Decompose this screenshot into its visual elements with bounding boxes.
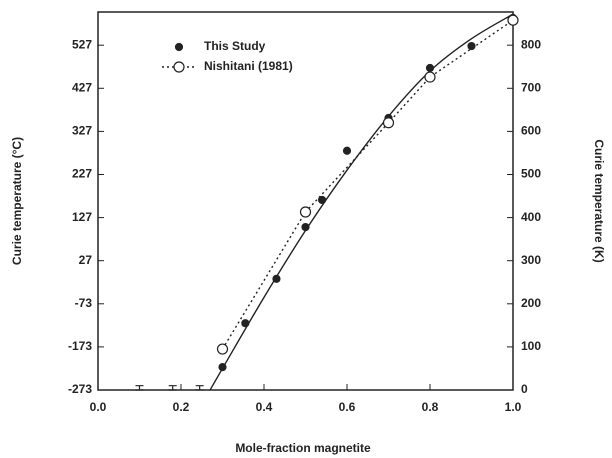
legend-label: This Study (204, 39, 266, 53)
error-bar (135, 385, 144, 391)
error-bar (168, 385, 177, 391)
point (318, 195, 327, 205)
y-tick-label: -73 (75, 296, 93, 310)
y-tick-label: 327 (72, 124, 92, 138)
x-axis-label: Mole-fraction magnetite (235, 441, 371, 455)
point (218, 363, 227, 372)
point (342, 146, 352, 155)
y2-tick-label: 400 (521, 210, 541, 224)
point (301, 222, 310, 232)
point (272, 274, 281, 283)
point (425, 63, 435, 73)
y-axis-label: Curie temperature (°C) (10, 137, 24, 265)
y-tick-label: -273 (68, 382, 92, 396)
fit-curve (209, 13, 514, 391)
legend-marker (174, 42, 184, 52)
y2-tick-label: 0 (521, 382, 528, 396)
y2-axis-label: Curie temperature (K) (592, 139, 606, 262)
x-tick-label: 0.4 (256, 400, 273, 414)
y2-tick-label: 300 (521, 253, 541, 267)
legend-marker (173, 61, 185, 73)
point (507, 14, 519, 26)
point (299, 206, 312, 218)
legend-label: Nishitani (1981) (204, 59, 293, 73)
point (424, 71, 436, 83)
y-tick-label: 527 (72, 37, 92, 51)
y-tick-label: -173 (68, 339, 92, 353)
series-line (221, 19, 514, 350)
y-tick-label: 27 (79, 253, 93, 267)
point (467, 41, 476, 51)
y-tick-label: 127 (72, 210, 92, 224)
y2-tick-label: 700 (521, 80, 541, 94)
y2-tick-label: 600 (521, 124, 541, 138)
y2-tick-label: 200 (521, 296, 541, 310)
y2-tick-label: 800 (521, 37, 541, 51)
y2-tick-label: 100 (521, 339, 541, 353)
error-bar (195, 385, 204, 391)
point (241, 319, 250, 328)
x-tick-label: 0.2 (173, 400, 190, 414)
x-tick-label: 0.0 (90, 400, 107, 414)
y-tick-label: 427 (72, 80, 92, 94)
point (216, 343, 229, 355)
x-tick-label: 0.8 (422, 400, 439, 414)
x-tick-label: 1.0 (505, 400, 522, 414)
y2-tick-label: 500 (521, 167, 541, 181)
y-tick-label: 227 (72, 167, 92, 181)
x-tick-label: 0.6 (339, 400, 356, 414)
point (382, 117, 395, 129)
plot-frame (97, 11, 514, 391)
